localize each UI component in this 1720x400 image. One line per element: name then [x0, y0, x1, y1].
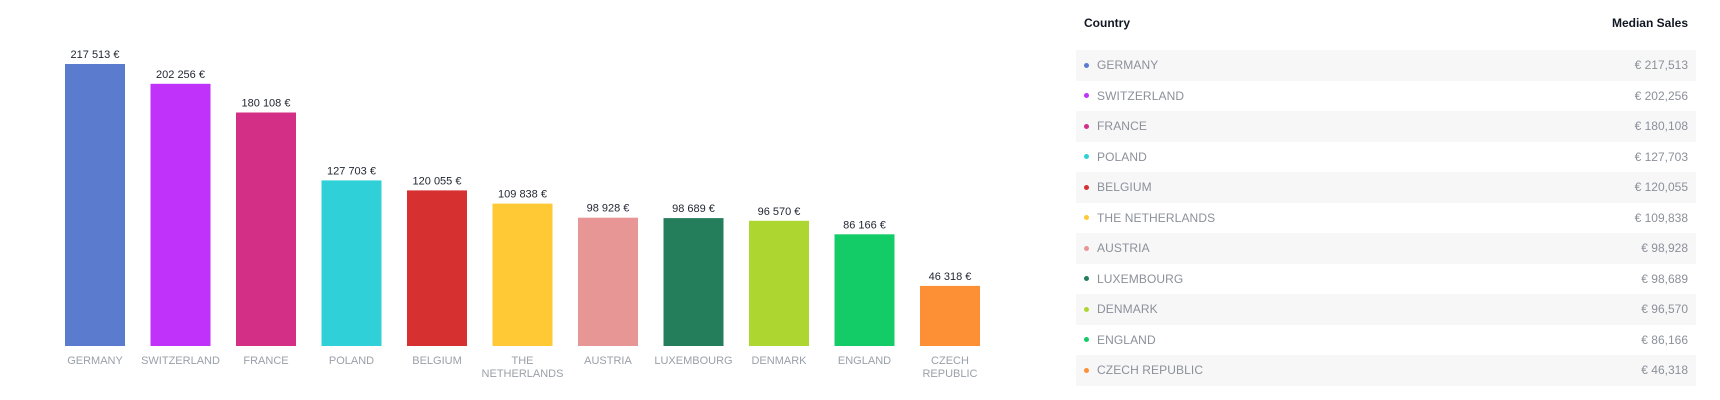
header-median-sales: Median Sales [1611, 16, 1688, 30]
table-row[interactable]: FRANCE € 180,108 [1076, 111, 1696, 142]
row-country-cell: CZECH REPUBLIC [1084, 363, 1203, 377]
country-name: LUXEMBOURG [1097, 271, 1184, 286]
country-name: ENGLAND [1097, 332, 1156, 347]
bar-value-label: 98 928 € [587, 203, 630, 215]
table-row[interactable]: DENMARK € 96,570 [1076, 294, 1696, 325]
country-name: DENMARK [1097, 302, 1158, 317]
median-sales-value: € 180,108 [1634, 119, 1688, 134]
median-sales-value: € 86,166 [1641, 332, 1688, 347]
category-label: CZECH [931, 355, 969, 367]
row-country-cell: ENGLAND [1084, 333, 1156, 347]
median-sales-value: € 202,256 [1634, 88, 1688, 103]
table-row[interactable]: AUSTRIA € 98,928 [1076, 233, 1696, 264]
bar-value-label: 109 838 € [498, 189, 547, 201]
table-row[interactable]: CZECH REPUBLIC € 46,318 [1076, 355, 1696, 386]
color-dot-icon [1084, 367, 1089, 373]
bar-value-label: 180 108 € [242, 98, 291, 110]
bar-value-label: 96 570 € [758, 206, 801, 218]
table-row[interactable]: ENGLAND € 86,166 [1076, 325, 1696, 356]
bar-value-label: 86 166 € [843, 219, 886, 231]
country-name: GERMANY [1097, 58, 1159, 73]
table-row[interactable]: SWITZERLAND € 202,256 [1076, 81, 1696, 112]
table-rows: GERMANY € 217,513 SWITZERLAND € 202,256 FRAN… [1076, 50, 1696, 386]
category-label: LUXEMBOURG [654, 355, 732, 367]
color-dot-icon [1084, 154, 1089, 160]
bar-chart: 217 513 € GERMANY 202 256 € SWITZERLAND 180 … [65, 49, 980, 380]
category-label: REPUBLIC [922, 368, 977, 380]
category-label: DENMARK [751, 355, 807, 367]
bar-value-label: 217 513 € [71, 49, 120, 61]
row-country-cell: BELGIUM [1084, 180, 1152, 194]
table-row[interactable]: THE NETHERLANDS € 109,838 [1076, 203, 1696, 234]
row-country-cell: DENMARK [1084, 302, 1158, 316]
color-dot-icon [1084, 245, 1089, 251]
bar-value-label: 202 256 € [156, 69, 205, 81]
median-sales-value: € 127,703 [1634, 149, 1688, 164]
bar-the-netherlands[interactable] [492, 203, 553, 346]
median-sales-value: € 46,318 [1641, 363, 1688, 378]
color-dot-icon [1084, 215, 1089, 221]
bar-value-label: 120 055 € [413, 175, 462, 187]
color-dot-icon [1084, 93, 1089, 99]
table-row[interactable]: POLAND € 127,703 [1076, 142, 1696, 173]
table-row[interactable]: GERMANY € 217,513 [1076, 50, 1696, 81]
color-dot-icon [1084, 62, 1089, 68]
bar-value-label: 98 689 € [672, 203, 715, 215]
table-row[interactable]: LUXEMBOURG € 98,689 [1076, 264, 1696, 295]
country-name: FRANCE [1097, 119, 1147, 134]
row-country-cell: FRANCE [1084, 119, 1147, 133]
median-sales-value: € 120,055 [1634, 180, 1688, 195]
bar-czech-republic[interactable] [920, 285, 980, 346]
color-dot-icon [1084, 306, 1089, 312]
median-sales-value: € 98,689 [1641, 271, 1688, 286]
color-dot-icon [1084, 184, 1089, 190]
category-label: THE [512, 355, 534, 367]
category-label: GERMANY [67, 355, 123, 367]
median-sales-value: € 217,513 [1634, 58, 1688, 73]
country-name: POLAND [1097, 149, 1147, 164]
bar-value-label: 127 703 € [327, 165, 376, 177]
bar-austria[interactable] [578, 217, 638, 346]
country-name: AUSTRIA [1097, 241, 1150, 256]
country-name: BELGIUM [1097, 180, 1152, 195]
color-dot-icon [1084, 123, 1089, 129]
table-row[interactable]: BELGIUM € 120,055 [1076, 172, 1696, 203]
row-country-cell: POLAND [1084, 150, 1147, 164]
bar-denmark[interactable] [749, 220, 809, 346]
bar-luxembourg[interactable] [663, 218, 724, 346]
category-label: AUSTRIA [584, 355, 632, 367]
color-dot-icon [1084, 337, 1089, 343]
bar-france[interactable] [236, 112, 296, 347]
row-country-cell: SWITZERLAND [1084, 89, 1184, 103]
color-dot-icon [1084, 276, 1089, 282]
category-label: BELGIUM [412, 355, 462, 367]
country-name: CZECH REPUBLIC [1097, 363, 1204, 378]
row-country-cell: THE NETHERLANDS [1084, 211, 1215, 225]
row-country-cell: LUXEMBOURG [1084, 272, 1183, 286]
category-label: FRANCE [243, 355, 288, 367]
country-name: THE NETHERLANDS [1097, 210, 1216, 225]
median-sales-value: € 109,838 [1634, 210, 1688, 225]
bar-belgium[interactable] [407, 190, 467, 346]
category-label: SWITZERLAND [141, 355, 220, 367]
row-country-cell: GERMANY [1084, 58, 1158, 72]
category-label: ENGLAND [838, 355, 891, 367]
row-country-cell: AUSTRIA [1084, 241, 1150, 255]
category-label: POLAND [329, 355, 374, 367]
header-country: Country [1084, 16, 1130, 30]
table-header: Country Median Sales [1076, 0, 1696, 46]
country-name: SWITZERLAND [1097, 88, 1185, 103]
category-label: NETHERLANDS [482, 368, 564, 380]
bar-switzerland[interactable] [150, 83, 211, 347]
median-sales-value: € 96,570 [1641, 302, 1688, 317]
median-sales-value: € 98,928 [1641, 241, 1688, 256]
bar-chart-svg: 217 513 € GERMANY 202 256 € SWITZERLAND 180 … [65, 49, 980, 380]
bar-england[interactable] [834, 234, 895, 346]
sales-table: Country Median Sales GERMANY € 217,513 SWI… [1076, 0, 1696, 400]
bar-poland[interactable] [321, 180, 382, 346]
bar-value-label: 46 318 € [929, 271, 972, 283]
bar-germany[interactable] [65, 64, 125, 346]
